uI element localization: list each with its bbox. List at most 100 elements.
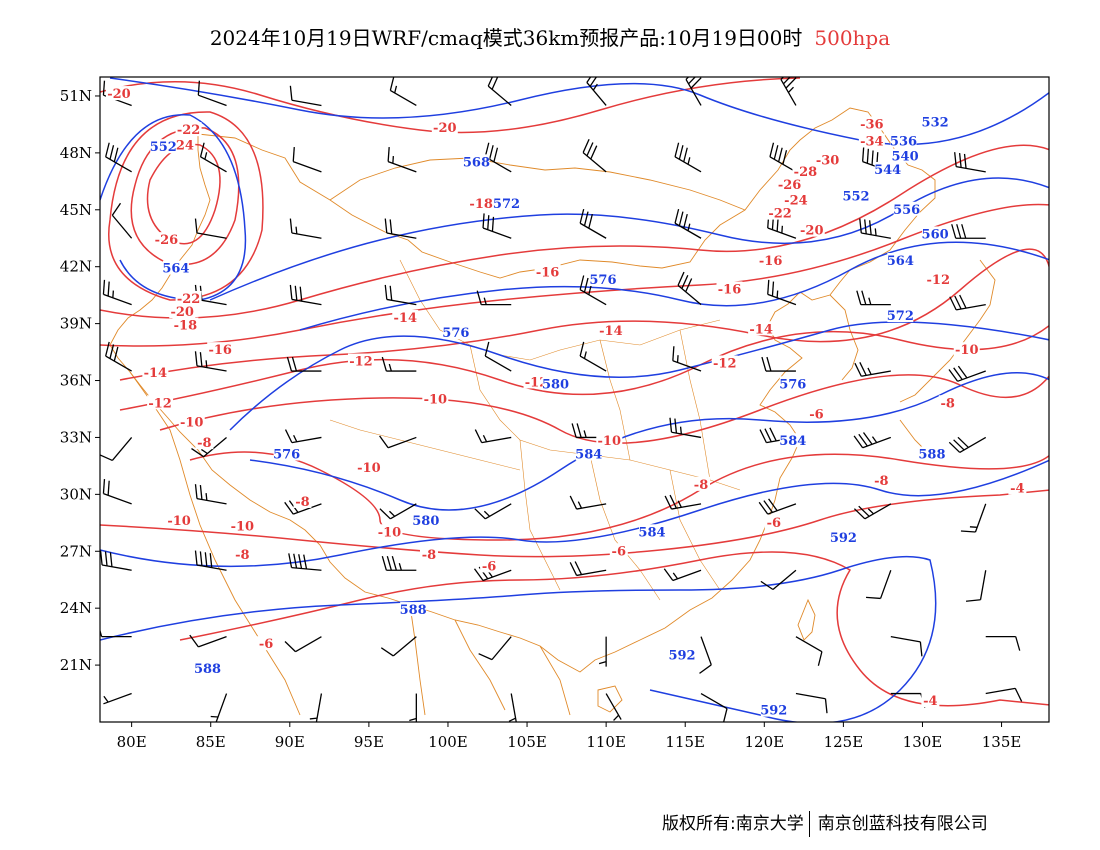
temperature-contour: [100, 203, 1049, 347]
temperature-label-bg: [153, 232, 180, 247]
wind-barb: [758, 498, 797, 515]
country-boundaries: [109, 107, 996, 716]
lon-tick-label: 130E: [903, 733, 943, 751]
wind-barb: [191, 436, 227, 458]
wind-barb: [197, 80, 227, 107]
height-label-bg: [843, 188, 870, 203]
height-label: 572: [887, 309, 914, 324]
temperature-label-bg: [609, 543, 628, 558]
temperature-contour: [100, 144, 1049, 319]
wind-barb: [309, 693, 323, 722]
temperature-contour: [119, 248, 1049, 381]
height-label: 592: [668, 649, 695, 664]
temperature-label-bg: [748, 321, 775, 336]
height-label-bg: [890, 133, 917, 148]
height-label: 576: [589, 273, 616, 288]
temperature-label-bg: [925, 271, 952, 286]
wind-barb: [948, 436, 987, 454]
temperature-label: -24: [784, 193, 808, 208]
height-label: 588: [400, 603, 427, 618]
wind-barb: [569, 561, 607, 577]
copyright-footer: 版权所有:南京大学 南京创蓝科技有限公司: [662, 809, 988, 837]
temperature-label-bg: [872, 473, 891, 488]
height-label-bg: [918, 446, 945, 461]
temperature-label-bg: [807, 406, 826, 421]
temperature-label: -10: [167, 514, 191, 529]
height-label: 592: [760, 704, 787, 719]
temperature-contour: [119, 324, 1049, 411]
lat-tick-label: 42N: [60, 258, 92, 276]
wind-barb: [103, 692, 132, 705]
temperature-contour: [130, 127, 240, 266]
temperature-label-bg: [953, 342, 980, 357]
temperature-label-bg: [355, 459, 382, 474]
height-label: 592: [830, 531, 857, 546]
wind-barb: [569, 495, 607, 510]
temperature-label-bg: [792, 163, 819, 178]
temperature-label: -16: [759, 254, 783, 269]
height-label-bg: [639, 524, 666, 539]
wind-barb: [965, 570, 987, 602]
temperature-label-bg: [229, 518, 256, 533]
temperature-label: -14: [144, 366, 168, 381]
temperature-label-bg: [597, 323, 624, 338]
temperature-label: -10: [231, 520, 255, 535]
temperature-label: -34: [860, 135, 884, 150]
temperature-label-bg: [142, 364, 169, 379]
temperature-label: -16: [208, 343, 232, 358]
temperature-label: -4: [923, 694, 937, 709]
wind-barb: [853, 503, 892, 520]
wind-barb: [948, 365, 986, 382]
temperature-label-bg: [468, 196, 495, 211]
temperature-label: -8: [197, 436, 211, 451]
wind-barb: [105, 341, 132, 372]
wind-barb: [474, 429, 512, 444]
temperature-label: -6: [259, 637, 273, 652]
temperature-label-bg: [764, 514, 783, 529]
lon-tick-label: 115E: [665, 733, 705, 751]
lat-tick-label: 27N: [60, 542, 92, 560]
temperature-label-bg: [347, 353, 374, 368]
height-label-bg: [150, 139, 177, 154]
temperature-contour: [179, 551, 1049, 707]
wind-barb: [389, 77, 417, 107]
wind-barb: [960, 503, 987, 533]
height-label-bg: [779, 433, 806, 448]
temperature-label-bg: [858, 133, 885, 148]
wind-barb: [760, 569, 797, 591]
height-contour: [249, 371, 1049, 511]
wind-barb: [663, 568, 702, 582]
temperature-label: -26: [778, 178, 802, 193]
wind-barb: [409, 693, 417, 722]
height-label-bg: [887, 253, 914, 268]
temperature-label: -6: [767, 516, 781, 531]
wind-barb: [508, 693, 517, 722]
lon-tick-label: 105E: [507, 733, 547, 751]
temperature-label: -8: [422, 548, 436, 563]
height-contour: [299, 241, 1049, 331]
wind-barb: [487, 77, 512, 106]
wind-barb: [284, 636, 322, 653]
temperature-label-bg: [422, 391, 449, 406]
height-label: 584: [575, 448, 602, 463]
temperature-label-bg: [480, 558, 499, 573]
height-label-bg: [542, 376, 569, 391]
wind-barb: [288, 553, 322, 571]
wind-barb: [954, 152, 986, 173]
temperature-label-bg: [376, 524, 403, 539]
chart-title: 2024年10月19日WRF/cmaq模式36km预报产品:10月19日00时 5…: [0, 22, 1100, 51]
wind-barb: [111, 202, 133, 239]
wind-barb: [579, 341, 607, 372]
temperature-label: -18: [469, 197, 493, 212]
wind-barb: [289, 284, 322, 306]
height-label-bg: [887, 308, 914, 323]
height-label: 536: [890, 135, 917, 150]
province-lines: [329, 259, 741, 601]
temperature-label-bg: [293, 493, 312, 508]
wind-barb: [381, 356, 417, 372]
height-label-bg: [493, 196, 520, 211]
temperature-label: -22: [177, 123, 201, 138]
temperature-label: -36: [860, 117, 884, 132]
wind-barb: [866, 570, 892, 600]
